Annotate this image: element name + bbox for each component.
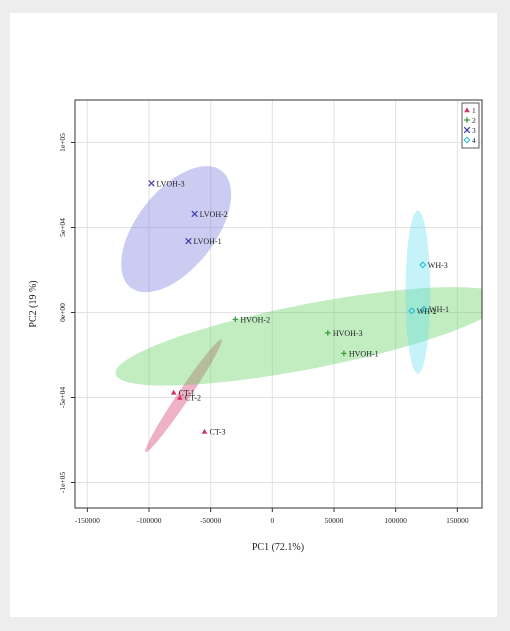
legend-marker — [463, 136, 471, 144]
y-tick-label: 1e+05 — [58, 133, 67, 152]
data-point-label: WH-2 — [417, 307, 437, 316]
ellipse-group-4 — [405, 210, 431, 374]
pca-scatter-chart: CT-1CT-2 CT-3 HVOH-2 HVOH-3 HVOH-1 LVOH-3 LVOH… — [28, 99, 483, 553]
x-tick-label: 100000 — [384, 516, 407, 525]
data-point — [201, 428, 208, 434]
point-labels: CT-1CT-2 CT-3 HVOH-2 HVOH-3 HVOH-1 LVOH-3 LVOH… — [156, 179, 449, 436]
y-tick-label: 0e+00 — [58, 303, 67, 322]
ellipse-group-3 — [121, 166, 232, 293]
data-point-label: HVOH-2 — [240, 315, 270, 324]
x-axis-label: PC1 (72.1%) — [252, 542, 304, 553]
legend-box — [461, 102, 480, 149]
data-point — [185, 237, 192, 245]
data-point — [420, 305, 428, 313]
data-point — [341, 350, 347, 357]
x-tick-label: -50000 — [200, 516, 221, 525]
data-point — [419, 261, 427, 269]
data-point — [170, 389, 177, 395]
legend-label: 4 — [472, 136, 476, 145]
grid — [75, 100, 482, 508]
legend-marker — [464, 117, 470, 123]
data-point-label: CT-3 — [210, 428, 226, 437]
data-point — [177, 394, 183, 400]
data-point — [148, 180, 155, 187]
plot-frame — [74, 99, 483, 509]
data-point-label: LVOH-1 — [193, 237, 221, 246]
x-tick-label: -150000 — [75, 516, 100, 525]
ellipse-group-1 — [145, 339, 222, 453]
x-axis-ticks: -150000 -100000 -50000 0 50000 100000 150000 — [75, 508, 469, 525]
y-axis-label: PC2 (19 %) — [28, 280, 39, 327]
legend-marker — [464, 107, 470, 113]
data-point-label: WH-3 — [428, 261, 448, 270]
data-points — [148, 180, 428, 434]
y-tick-label: 5e+04 — [58, 218, 67, 237]
confidence-ellipses — [115, 166, 482, 453]
data-point-label: HVOH-3 — [333, 329, 363, 338]
data-point — [191, 210, 198, 218]
y-tick-label: -1e+05 — [58, 472, 67, 494]
x-tick-label: 0 — [270, 516, 274, 525]
legend-marker — [463, 126, 471, 134]
data-point-label: HVOH-1 — [349, 349, 379, 358]
y-tick-label: -5e+04 — [58, 387, 67, 409]
ellipse-group-2 — [115, 287, 482, 386]
data-point-label: WH-1 — [429, 305, 449, 314]
data-point — [325, 330, 331, 336]
chart-card: CT-1 CT-2 CT-3 HVOH-2 HVOH-3 HVOH-1 LVOH-3 LVOH… — [10, 13, 497, 617]
x-tick-label: 50000 — [325, 516, 344, 525]
data-point-label: CT-1 — [179, 388, 195, 397]
legend-label: 2 — [472, 116, 476, 125]
data-point-label: LVOH-3 — [156, 179, 184, 188]
y-axis-ticks: -1e+05 -5e+04 0e+00 5e+04 1e+05 — [58, 133, 75, 493]
data-point-label: CT-2 — [185, 394, 201, 403]
legend-label: 3 — [472, 126, 476, 135]
legend-label: 1 — [472, 106, 476, 115]
x-tick-label: 150000 — [446, 516, 469, 525]
data-point — [232, 316, 239, 323]
x-tick-label: -100000 — [137, 516, 162, 525]
data-point — [408, 307, 416, 315]
data-point-label: LVOH-2 — [200, 210, 228, 219]
